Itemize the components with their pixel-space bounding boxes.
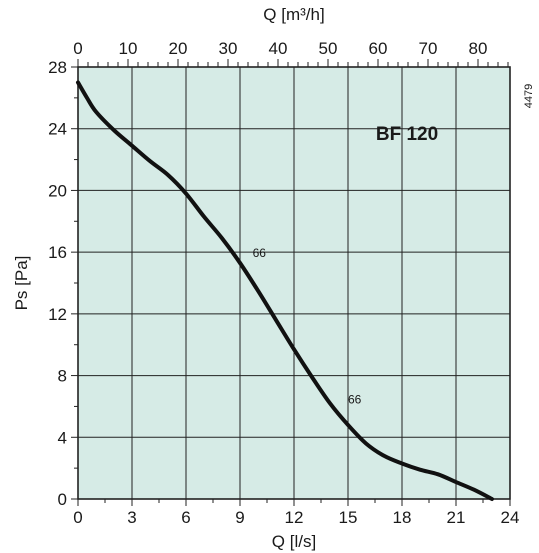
x-tick-label: 12 <box>285 508 304 527</box>
curve-annotation: 66 <box>348 392 362 406</box>
y-tick-label: 28 <box>48 58 67 77</box>
x-tick-label: 6 <box>181 508 190 527</box>
x-tick-label: 21 <box>447 508 466 527</box>
x2-tick-label: 50 <box>319 39 338 58</box>
y-tick-label: 0 <box>58 490 67 509</box>
chart-code: 4479 <box>523 84 535 108</box>
x-tick-label: 15 <box>339 508 358 527</box>
annotations: 66 66 <box>253 246 362 407</box>
x2-tick-label: 20 <box>169 39 188 58</box>
y-tick-label: 16 <box>48 243 67 262</box>
y-axis-label: Ps [Pa] <box>12 256 31 311</box>
x-tick-label: 0 <box>73 508 82 527</box>
x-tick-label: 3 <box>127 508 136 527</box>
x2-tick-label: 30 <box>219 39 238 58</box>
x2-tick-label: 70 <box>419 39 438 58</box>
y-tick-label: 20 <box>48 181 67 200</box>
y-tick-label: 8 <box>58 367 67 386</box>
x2-tick-label: 40 <box>269 39 288 58</box>
x-tick-label: 9 <box>235 508 244 527</box>
y-tick-label: 4 <box>58 428 67 447</box>
y-tick-label: 12 <box>48 305 67 324</box>
chart-title: BF 120 <box>376 124 438 145</box>
tick-labels: 0 3 6 9 12 15 18 21 24 0 4 8 12 16 20 24 28 0 10 20 30 40 50 60… <box>48 39 519 527</box>
grid <box>78 67 510 499</box>
axis-ticks <box>71 59 511 506</box>
x2-tick-label: 80 <box>469 39 488 58</box>
x-axis-label: Q [l/s] <box>272 532 316 551</box>
curve-annotation: 66 <box>253 246 267 260</box>
x-tick-label: 24 <box>501 508 520 527</box>
series-line <box>76 80 494 501</box>
x2-tick-label: 0 <box>73 39 82 58</box>
x-tick-label: 18 <box>393 508 412 527</box>
y-tick-label: 24 <box>48 120 67 139</box>
x2-tick-label: 10 <box>119 39 138 58</box>
x2-axis-label: Q [m³/h] <box>263 5 324 24</box>
x2-tick-label: 60 <box>369 39 388 58</box>
